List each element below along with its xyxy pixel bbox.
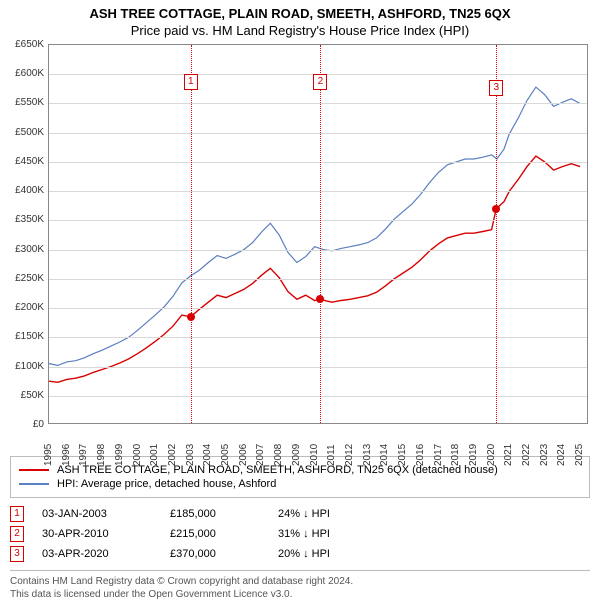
event-marker-box: 1 bbox=[184, 74, 198, 90]
x-tick-label: 2024 bbox=[556, 436, 567, 466]
footer-line1: Contains HM Land Registry data © Crown c… bbox=[10, 575, 590, 588]
event-date: 30-APR-2010 bbox=[42, 528, 152, 540]
event-date: 03-APR-2020 bbox=[42, 548, 152, 560]
x-tick-label: 2009 bbox=[291, 436, 302, 466]
event-row: 2 30-APR-2010 £215,000 31% ↓ HPI bbox=[10, 524, 590, 544]
x-tick-label: 2000 bbox=[132, 436, 143, 466]
event-row: 1 03-JAN-2003 £185,000 24% ↓ HPI bbox=[10, 504, 590, 524]
x-tick-label: 1995 bbox=[43, 436, 54, 466]
gridline bbox=[49, 396, 587, 397]
footer: Contains HM Land Registry data © Crown c… bbox=[10, 570, 590, 601]
x-tick-label: 1999 bbox=[114, 436, 125, 466]
x-tick-label: 2022 bbox=[521, 436, 532, 466]
y-tick-label: £300K bbox=[0, 244, 44, 255]
legend-swatch bbox=[19, 483, 49, 485]
series-line-property bbox=[49, 156, 580, 382]
plot-area: 1 2 3 bbox=[48, 44, 588, 424]
gridline bbox=[49, 367, 587, 368]
chart-title-line1: ASH TREE COTTAGE, PLAIN ROAD, SMEETH, AS… bbox=[0, 0, 600, 21]
x-tick-label: 2021 bbox=[503, 436, 514, 466]
x-tick-label: 2008 bbox=[273, 436, 284, 466]
legend-row: HPI: Average price, detached house, Ashf… bbox=[19, 477, 581, 491]
event-delta: 24% ↓ HPI bbox=[278, 508, 330, 520]
x-tick-label: 2019 bbox=[468, 436, 479, 466]
x-tick-label: 1996 bbox=[61, 436, 72, 466]
y-tick-label: £500K bbox=[0, 127, 44, 138]
chart-wrap: £0 £50K £100K £150K £200K £250K £300K £350K £400… bbox=[0, 44, 600, 452]
gridline bbox=[49, 308, 587, 309]
x-tick-label: 2006 bbox=[238, 436, 249, 466]
y-tick-label: £250K bbox=[0, 273, 44, 284]
price-point-marker bbox=[492, 205, 500, 213]
y-tick-label: £550K bbox=[0, 97, 44, 108]
x-tick-label: 2007 bbox=[255, 436, 266, 466]
price-point-marker bbox=[187, 313, 195, 321]
x-tick-label: 2017 bbox=[433, 436, 444, 466]
event-delta: 31% ↓ HPI bbox=[278, 528, 330, 540]
event-marker-box: 2 bbox=[10, 526, 24, 542]
series-line-hpi bbox=[49, 87, 580, 365]
x-tick-label: 2004 bbox=[202, 436, 213, 466]
y-tick-label: £50K bbox=[0, 390, 44, 401]
x-tick-label: 2023 bbox=[539, 436, 550, 466]
x-tick-label: 2025 bbox=[574, 436, 585, 466]
event-marker-box: 1 bbox=[10, 506, 24, 522]
y-tick-label: £650K bbox=[0, 39, 44, 50]
event-marker-box: 3 bbox=[10, 546, 24, 562]
event-price: £215,000 bbox=[170, 528, 260, 540]
x-tick-label: 2013 bbox=[362, 436, 373, 466]
x-tick-label: 1997 bbox=[78, 436, 89, 466]
event-delta: 20% ↓ HPI bbox=[278, 548, 330, 560]
x-axis-labels: 1995199619971998199920002001200220032004… bbox=[48, 426, 588, 456]
y-tick-label: £100K bbox=[0, 361, 44, 372]
y-tick-label: £350K bbox=[0, 214, 44, 225]
event-row: 3 03-APR-2020 £370,000 20% ↓ HPI bbox=[10, 544, 590, 564]
gridline bbox=[49, 250, 587, 251]
y-tick-label: £450K bbox=[0, 156, 44, 167]
x-tick-label: 2011 bbox=[326, 436, 337, 466]
gridline bbox=[49, 191, 587, 192]
gridline bbox=[49, 279, 587, 280]
x-tick-label: 2020 bbox=[486, 436, 497, 466]
event-vline bbox=[496, 45, 497, 423]
x-tick-label: 2003 bbox=[185, 436, 196, 466]
y-tick-label: £200K bbox=[0, 302, 44, 313]
gridline bbox=[49, 133, 587, 134]
x-tick-label: 2005 bbox=[220, 436, 231, 466]
y-tick-label: £150K bbox=[0, 331, 44, 342]
chart-title-line2: Price paid vs. HM Land Registry's House … bbox=[0, 21, 600, 44]
y-tick-label: £600K bbox=[0, 68, 44, 79]
legend-swatch bbox=[19, 469, 49, 471]
chart-container: ASH TREE COTTAGE, PLAIN ROAD, SMEETH, AS… bbox=[0, 0, 600, 590]
x-tick-label: 1998 bbox=[96, 436, 107, 466]
legend-label: HPI: Average price, detached house, Ashf… bbox=[57, 478, 276, 490]
event-marker-box: 2 bbox=[313, 74, 327, 90]
event-price: £185,000 bbox=[170, 508, 260, 520]
gridline bbox=[49, 162, 587, 163]
x-tick-label: 2001 bbox=[149, 436, 160, 466]
x-tick-label: 2016 bbox=[415, 436, 426, 466]
events-table: 1 03-JAN-2003 £185,000 24% ↓ HPI 2 30-AP… bbox=[10, 504, 590, 564]
event-vline bbox=[320, 45, 321, 423]
gridline bbox=[49, 337, 587, 338]
x-tick-label: 2010 bbox=[309, 436, 320, 466]
x-tick-label: 2018 bbox=[450, 436, 461, 466]
gridline bbox=[49, 220, 587, 221]
event-price: £370,000 bbox=[170, 548, 260, 560]
event-vline bbox=[191, 45, 192, 423]
event-date: 03-JAN-2003 bbox=[42, 508, 152, 520]
x-tick-label: 2012 bbox=[344, 436, 355, 466]
x-tick-label: 2002 bbox=[167, 436, 178, 466]
event-marker-box: 3 bbox=[489, 80, 503, 96]
price-point-marker bbox=[316, 295, 324, 303]
x-tick-label: 2014 bbox=[379, 436, 390, 466]
y-tick-label: £400K bbox=[0, 185, 44, 196]
x-tick-label: 2015 bbox=[397, 436, 408, 466]
y-tick-label: £0 bbox=[0, 419, 44, 430]
gridline bbox=[49, 103, 587, 104]
